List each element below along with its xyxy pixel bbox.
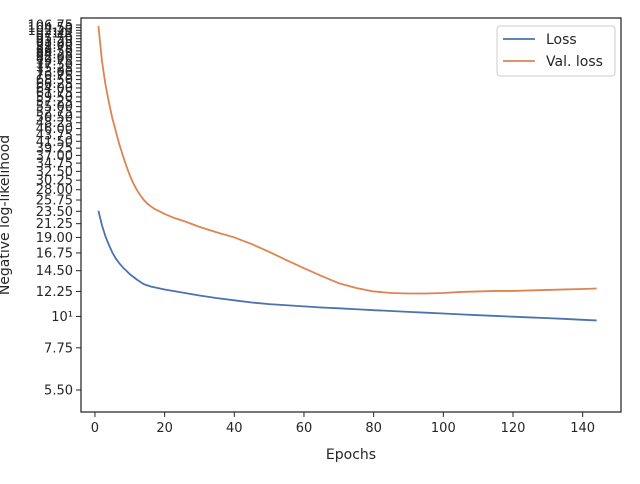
y-tick-label: 82.00 bbox=[36, 51, 73, 66]
y-tick-label: 10¹ bbox=[51, 310, 73, 325]
y-tick-label: 12.25 bbox=[36, 285, 73, 300]
series-line-1 bbox=[97, 25, 597, 295]
y-tick-label: 70.75 bbox=[36, 69, 73, 84]
y-tick-label: 39.25 bbox=[36, 142, 73, 157]
y-tick-label: 106.75 bbox=[28, 19, 74, 34]
y-tick-label: 23.50 bbox=[36, 205, 73, 220]
y-tick-label: 43.75 bbox=[36, 128, 73, 143]
y-tick-label: 93.25 bbox=[36, 35, 73, 50]
plot-area bbox=[81, 18, 621, 412]
x-tick-label: 0 bbox=[91, 421, 99, 436]
y-tick-label: 79.75 bbox=[36, 54, 73, 69]
y-tick-label: 30.25 bbox=[36, 174, 73, 189]
y-axis-ticks: 5.50 7.75 10¹ 12.25 14.50 16.7519.0021.2523.5… bbox=[28, 19, 81, 399]
plot-frame bbox=[80, 17, 622, 413]
y-tick-label: 61.75 bbox=[36, 86, 73, 101]
series-line-0 bbox=[97, 210, 597, 322]
y-tick-label: 37.00 bbox=[36, 149, 73, 164]
y-tick-label: 16.75 bbox=[36, 246, 73, 261]
y-tick-label: 102.25 bbox=[28, 24, 74, 39]
y-tick-label: 7.75 bbox=[44, 341, 73, 356]
y-tick-label: 48.25 bbox=[36, 116, 73, 131]
x-tick-label: 60 bbox=[296, 421, 313, 436]
y-tick-label: 10² bbox=[51, 27, 73, 42]
y-tick-label: 34.75 bbox=[36, 157, 73, 172]
y-tick-label: 77.50 bbox=[36, 58, 73, 73]
y-tick-label: 57.25 bbox=[36, 95, 73, 110]
y-tick-label: 55.00 bbox=[36, 100, 73, 115]
x-tick-label: 20 bbox=[156, 421, 173, 436]
x-tick-label: 40 bbox=[226, 421, 243, 436]
y-tick-label: 97.75 bbox=[36, 29, 73, 44]
x-tick-label: 100 bbox=[431, 421, 456, 436]
series-layer bbox=[97, 25, 597, 322]
y-tick-label: 25.75 bbox=[36, 194, 73, 209]
x-axis-ticks: 0 20 40 60 80 100 120 140 bbox=[91, 412, 595, 436]
y-axis-label: Negative log-likelihood bbox=[0, 135, 13, 295]
y-tick-label: 91.00 bbox=[36, 38, 73, 53]
y-tick-label: 19.00 bbox=[36, 231, 73, 246]
x-axis-label: Epochs bbox=[326, 447, 376, 463]
y-tick-label: 75.25 bbox=[36, 62, 73, 77]
y-tick-label: 68.50 bbox=[36, 73, 73, 88]
x-tick-label: 140 bbox=[570, 421, 595, 436]
y-tick-label: 52.75 bbox=[36, 105, 73, 120]
y-tick-label: 21.25 bbox=[36, 217, 73, 232]
y-tick-label: 95.50 bbox=[36, 32, 73, 47]
x-tick-label: 80 bbox=[365, 421, 382, 436]
y-tick-label: 66.25 bbox=[36, 77, 73, 92]
x-tick-label: 120 bbox=[501, 421, 526, 436]
y-tick-label: 64.00 bbox=[36, 81, 73, 96]
y-tick-label: 50.50 bbox=[36, 111, 73, 126]
y-tick-label: 28.00 bbox=[36, 183, 73, 198]
y-tick-label: 41.50 bbox=[36, 135, 73, 150]
y-tick-label: 5.50 bbox=[44, 384, 73, 399]
y-tick-label: 73.00 bbox=[36, 65, 73, 80]
y-tick-label: 84.25 bbox=[36, 48, 73, 63]
legend-label-val-loss: Val. loss bbox=[546, 54, 603, 70]
y-tick-label: 59.50 bbox=[36, 90, 73, 105]
y-tick-label: 14.50 bbox=[36, 264, 73, 279]
y-tick-label: 46.00 bbox=[36, 122, 73, 137]
legend: Loss Val. loss bbox=[496, 25, 616, 77]
legend-label-loss: Loss bbox=[546, 32, 577, 48]
y-tick-label: 86.50 bbox=[36, 44, 73, 59]
y-tick-label: 88.75 bbox=[36, 41, 73, 56]
y-tick-label: 32.50 bbox=[36, 165, 73, 180]
y-tick-label: 104.50 bbox=[28, 21, 74, 36]
